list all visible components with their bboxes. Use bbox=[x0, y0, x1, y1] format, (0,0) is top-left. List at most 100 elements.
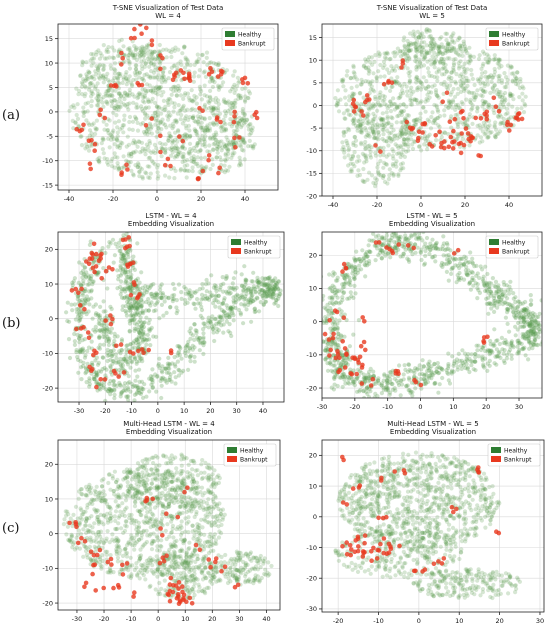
point-healthy bbox=[118, 362, 123, 367]
point-healthy bbox=[356, 168, 361, 173]
point-healthy bbox=[377, 53, 382, 59]
point-healthy bbox=[171, 124, 176, 129]
point-healthy bbox=[160, 375, 166, 380]
point-bankrupt bbox=[452, 116, 458, 122]
point-healthy bbox=[118, 356, 123, 362]
point-healthy bbox=[140, 332, 145, 337]
point-healthy bbox=[443, 48, 448, 54]
point-healthy bbox=[434, 138, 439, 143]
point-healthy bbox=[445, 56, 450, 61]
point-healthy bbox=[442, 113, 447, 118]
point-healthy bbox=[183, 55, 188, 60]
point-healthy bbox=[455, 364, 460, 369]
point-healthy bbox=[191, 154, 196, 159]
point-healthy bbox=[478, 135, 484, 140]
point-healthy bbox=[250, 144, 255, 149]
point-healthy bbox=[126, 285, 131, 290]
point-healthy bbox=[385, 251, 390, 256]
point-healthy bbox=[98, 304, 103, 309]
point-healthy bbox=[356, 123, 361, 129]
point-healthy bbox=[169, 65, 174, 70]
point-healthy bbox=[221, 289, 226, 294]
point-healthy bbox=[394, 159, 399, 164]
point-healthy bbox=[227, 142, 232, 147]
point-healthy bbox=[272, 284, 277, 289]
point-healthy bbox=[490, 104, 495, 109]
point-bankrupt bbox=[103, 318, 108, 323]
point-healthy bbox=[144, 142, 149, 147]
point-healthy bbox=[206, 318, 211, 323]
point-healthy bbox=[387, 135, 392, 140]
point-healthy bbox=[181, 96, 186, 101]
point-healthy bbox=[499, 78, 505, 83]
point-healthy bbox=[511, 291, 516, 296]
point-healthy bbox=[386, 121, 391, 126]
point-healthy bbox=[112, 165, 117, 170]
point-healthy bbox=[202, 102, 208, 107]
point-healthy bbox=[520, 84, 525, 89]
point-healthy bbox=[276, 286, 281, 291]
point-healthy bbox=[97, 313, 102, 318]
point-healthy bbox=[198, 313, 203, 318]
point-healthy bbox=[220, 275, 225, 280]
point-healthy bbox=[220, 301, 226, 306]
point-healthy bbox=[517, 311, 522, 316]
point-healthy bbox=[366, 106, 371, 111]
point-healthy bbox=[351, 142, 356, 147]
point-healthy bbox=[77, 336, 82, 341]
point-healthy bbox=[225, 312, 230, 318]
point-healthy bbox=[354, 159, 360, 164]
point-healthy bbox=[131, 304, 136, 309]
point-healthy bbox=[155, 92, 160, 97]
point-healthy bbox=[487, 284, 492, 289]
point-healthy bbox=[324, 306, 329, 311]
point-healthy bbox=[189, 148, 195, 153]
point-healthy bbox=[201, 321, 206, 326]
point-healthy bbox=[422, 54, 427, 59]
point-healthy bbox=[406, 362, 412, 367]
point-healthy bbox=[498, 120, 503, 125]
point-healthy bbox=[435, 93, 440, 98]
point-healthy bbox=[127, 305, 132, 310]
point-healthy bbox=[217, 314, 222, 319]
point-healthy bbox=[184, 114, 189, 119]
point-healthy bbox=[153, 308, 158, 313]
point-healthy bbox=[448, 248, 453, 253]
point-healthy bbox=[99, 97, 104, 102]
point-healthy bbox=[206, 128, 211, 133]
point-healthy bbox=[486, 60, 491, 65]
point-healthy bbox=[75, 294, 80, 299]
point-healthy bbox=[122, 255, 127, 260]
point-healthy bbox=[182, 44, 187, 49]
point-healthy bbox=[520, 91, 525, 96]
point-healthy bbox=[381, 59, 387, 64]
point-healthy bbox=[134, 359, 139, 364]
point-healthy bbox=[353, 265, 358, 270]
point-healthy bbox=[100, 318, 105, 323]
point-healthy bbox=[222, 120, 227, 125]
point-healthy bbox=[435, 93, 440, 99]
point-healthy bbox=[387, 167, 392, 172]
point-healthy bbox=[242, 112, 247, 117]
point-healthy bbox=[200, 128, 205, 133]
point-healthy bbox=[432, 370, 437, 375]
point-healthy bbox=[370, 117, 375, 122]
point-healthy bbox=[114, 383, 119, 388]
point-healthy bbox=[376, 233, 381, 238]
point-healthy bbox=[151, 334, 156, 339]
point-healthy bbox=[465, 51, 470, 56]
point-healthy bbox=[395, 105, 400, 110]
point-bankrupt bbox=[444, 90, 450, 96]
point-healthy bbox=[469, 90, 474, 96]
point-healthy bbox=[213, 106, 218, 111]
point-bankrupt bbox=[124, 162, 129, 168]
point-healthy bbox=[406, 42, 411, 47]
point-healthy bbox=[371, 111, 376, 116]
point-healthy bbox=[112, 338, 117, 344]
point-healthy bbox=[93, 126, 98, 131]
point-healthy bbox=[236, 80, 241, 85]
point-healthy bbox=[522, 101, 527, 107]
point-healthy bbox=[392, 232, 395, 233]
point-healthy bbox=[200, 286, 205, 291]
point-healthy bbox=[434, 369, 439, 374]
